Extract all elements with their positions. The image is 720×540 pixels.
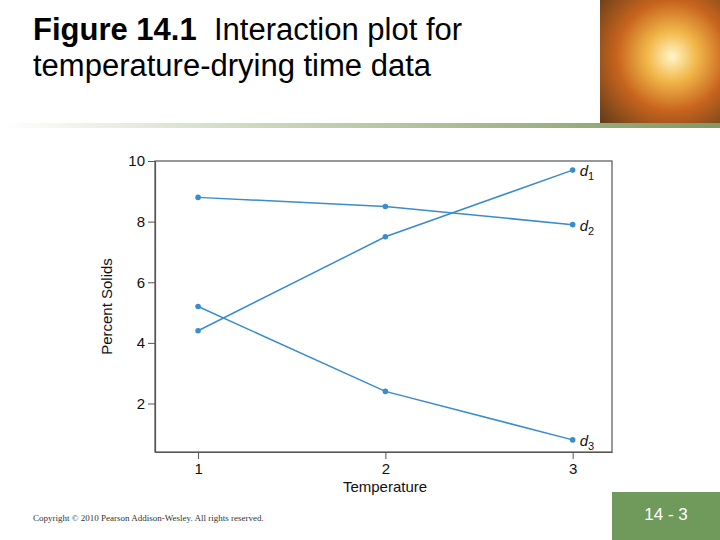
point	[383, 204, 389, 210]
point	[570, 222, 576, 228]
tick-mark	[148, 404, 155, 405]
decoration	[600, 0, 720, 125]
series-label: d2	[580, 217, 594, 237]
tick-label: 6	[137, 274, 145, 291]
tick-mark	[148, 222, 155, 223]
point	[570, 437, 576, 443]
tick-mark	[148, 161, 155, 162]
series-label: d1	[580, 162, 594, 182]
tick: 10	[128, 152, 155, 169]
spacer	[197, 12, 214, 47]
point	[383, 234, 389, 240]
plot-frame	[155, 161, 612, 452]
x-axis-title: Temperature	[343, 478, 427, 495]
tick-label: 3	[569, 460, 577, 477]
tick-mark	[148, 282, 155, 283]
series-line	[198, 307, 573, 440]
tick-label: 1	[194, 460, 202, 477]
tick: 2	[382, 452, 390, 477]
series-line	[198, 170, 573, 331]
divider	[0, 123, 720, 128]
series-line	[198, 197, 573, 224]
point	[195, 328, 201, 334]
tick-label: 10	[128, 152, 145, 169]
tick-mark	[198, 452, 199, 459]
tick: 3	[569, 452, 577, 477]
y-axis-title: Percent Solids	[98, 258, 115, 355]
tick-label: 2	[137, 395, 145, 412]
tick-mark	[385, 452, 386, 459]
slide-title: Figure 14.1 Interaction plot for tempera…	[33, 12, 593, 84]
tick: 1	[194, 452, 202, 477]
tick-label: 4	[137, 334, 145, 351]
point	[570, 167, 576, 173]
axis-line	[156, 452, 613, 453]
footer: Copyright © 2010 Pearson Addison-Wesley.…	[33, 513, 264, 523]
plot-area	[195, 167, 575, 442]
tick: 2	[137, 395, 155, 412]
chart: 246810123TemperaturePercent Solidsd1d2d3	[0, 0, 720, 540]
tick: 4	[137, 334, 155, 351]
series-label: d3	[580, 432, 594, 452]
point	[383, 389, 389, 395]
tick: 6	[137, 274, 155, 291]
x-axis: 1 2 3	[156, 452, 613, 477]
page-number: 14 - 3	[612, 505, 720, 525]
point	[195, 195, 201, 201]
tick-mark	[148, 343, 155, 344]
y-axis: 2 4 6 8 10	[128, 152, 155, 452]
point	[195, 304, 201, 310]
tick: 8	[137, 213, 155, 230]
tick-label: 2	[382, 460, 390, 477]
figure-label: Figure 14.1	[33, 12, 197, 47]
axis-line	[155, 162, 156, 453]
tick-label: 8	[137, 213, 145, 230]
tick-mark	[573, 452, 574, 459]
